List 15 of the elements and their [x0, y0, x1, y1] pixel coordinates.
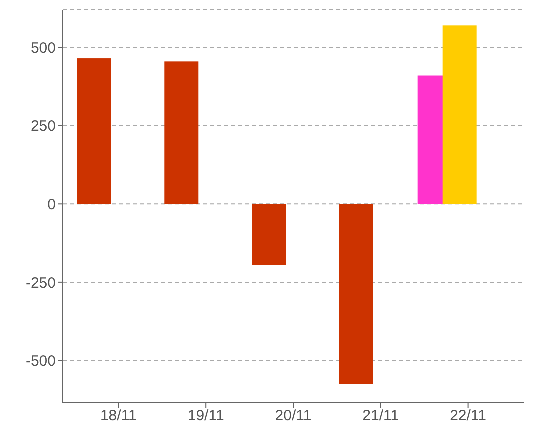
x-tick-label: 22/11: [450, 408, 487, 425]
x-tick-label: 18/11: [100, 408, 137, 425]
bar: [164, 62, 199, 204]
y-tick-label: 0: [48, 196, 56, 214]
bar: [77, 58, 112, 204]
y-tick-label: 250: [30, 118, 56, 136]
x-tick-label: 21/11: [362, 408, 400, 425]
y-tick-label: -250: [26, 274, 56, 292]
y-tick-label: -500: [26, 353, 56, 370]
x-tick-label: 19/11: [188, 408, 224, 425]
bar: [252, 204, 286, 266]
bar: [442, 26, 477, 204]
bar: [339, 204, 374, 384]
x-tick-label: 20/11: [275, 408, 312, 425]
y-tick-label: 500: [30, 40, 56, 57]
